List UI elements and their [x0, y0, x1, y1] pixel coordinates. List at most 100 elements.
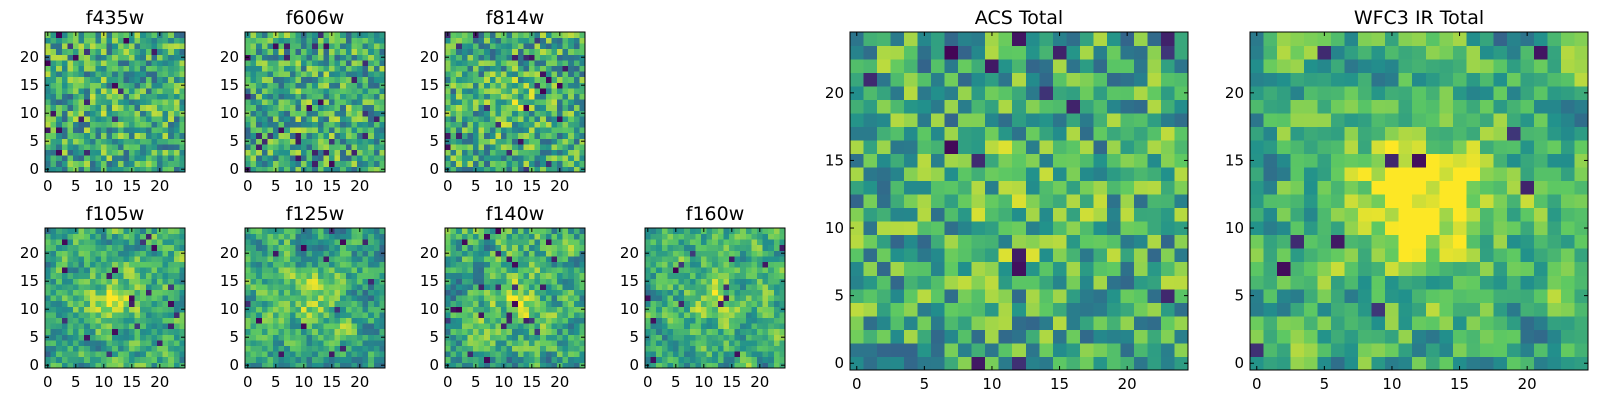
heatmap-cell [317, 351, 324, 358]
heatmap-cell [50, 93, 57, 100]
heatmap-cell [145, 340, 152, 346]
heatmap-cell [168, 239, 175, 246]
heatmap-cell [351, 54, 358, 61]
heatmap-cell [568, 54, 575, 61]
heatmap-cell [1066, 248, 1081, 263]
heatmap-cell [67, 116, 74, 122]
heatmap-cell [368, 323, 375, 330]
heatmap-cell [557, 261, 563, 268]
heatmap-cell [734, 356, 741, 363]
heatmap-cell [461, 295, 468, 302]
heatmap-cell [145, 160, 152, 167]
heatmap-cell [517, 289, 524, 296]
heatmap-cell [495, 317, 502, 324]
heatmap-cell [317, 71, 324, 78]
heatmap-cell [362, 244, 369, 251]
heatmap-cell [890, 153, 905, 168]
heatmap-cell [245, 43, 251, 50]
heatmap-cell [134, 284, 141, 290]
heatmap-cell [301, 289, 307, 296]
heatmap-cell [351, 284, 358, 290]
heatmap-cell [145, 110, 152, 117]
heatmap-cell [112, 82, 119, 89]
heatmap-cell [495, 356, 502, 363]
heatmap-cell [695, 334, 702, 341]
heatmap-cell [734, 228, 741, 234]
heatmap-cell [373, 132, 380, 139]
heatmap-cell [489, 127, 496, 134]
heatmap-cell [340, 116, 347, 122]
heatmap-cell [256, 272, 263, 279]
heatmap-cell [362, 306, 369, 313]
heatmap-cell [450, 60, 457, 66]
heatmap-cell [289, 60, 296, 66]
heatmap-cell [129, 99, 135, 106]
heatmap-cell [340, 121, 347, 128]
heatmap-cell [117, 272, 124, 279]
heatmap-cell [734, 233, 741, 240]
heatmap-cell [106, 104, 113, 111]
y-tick-label: 15 [420, 76, 439, 94]
heatmap-cell [1106, 275, 1121, 290]
heatmap-cell [379, 345, 386, 352]
heatmap-cell [101, 351, 107, 358]
heatmap-cell [323, 43, 330, 50]
heatmap-cell [345, 155, 352, 162]
heatmap-cell [529, 65, 535, 72]
heatmap-cell [545, 160, 552, 167]
heatmap-cell [573, 88, 580, 94]
heatmap-cell [523, 351, 530, 358]
heatmap-cell [478, 60, 485, 66]
heatmap-cell [95, 82, 102, 89]
heatmap-cell [517, 267, 524, 274]
heatmap-cell [650, 272, 657, 279]
heatmap-cell [517, 340, 524, 346]
heatmap-cell [323, 267, 330, 274]
heatmap-cell [73, 312, 79, 318]
heatmap-cell [329, 351, 335, 358]
heatmap-cell [579, 132, 586, 139]
heatmap-cell [306, 239, 313, 246]
heatmap-cell [129, 289, 135, 296]
heatmap-cell [534, 99, 541, 106]
heatmap-cell [162, 110, 169, 117]
heatmap-cell [1066, 275, 1081, 290]
heatmap-cell [117, 155, 124, 162]
heatmap-cell [101, 323, 107, 330]
heatmap-cell [123, 261, 130, 268]
heatmap-cell [295, 278, 302, 285]
heatmap-cell [461, 138, 468, 145]
heatmap-cell [506, 88, 513, 94]
heatmap-cell [1079, 261, 1094, 276]
heatmap-cell [450, 71, 457, 78]
heatmap-cell [661, 239, 668, 246]
heatmap-cell [312, 295, 319, 302]
heatmap-cell [78, 149, 85, 156]
heatmap-cell [329, 127, 335, 134]
heatmap-cell [151, 317, 158, 324]
heatmap-cell [134, 295, 141, 302]
heatmap-cell [261, 132, 268, 139]
heatmap-cell [461, 88, 468, 94]
heatmap-cell [157, 93, 163, 100]
heatmap-cell [467, 82, 474, 89]
heatmap-cell [267, 110, 274, 117]
heatmap-cell [84, 116, 91, 122]
heatmap-cell [877, 167, 891, 182]
heatmap-cell [50, 250, 57, 257]
heatmap-cell [250, 284, 257, 290]
heatmap-cell [495, 116, 502, 122]
heatmap-cell [312, 306, 319, 313]
heatmap-cell [323, 317, 330, 324]
heatmap-cell [123, 99, 130, 106]
heatmap-cell [345, 166, 352, 173]
heatmap-cell [501, 43, 507, 50]
heatmap-cell [573, 295, 580, 302]
heatmap-cell [179, 256, 186, 262]
heatmap-cell [306, 328, 313, 335]
heatmap-cell [301, 340, 307, 346]
heatmap-cell [273, 306, 279, 313]
heatmap-cell [478, 43, 485, 50]
heatmap-cell [512, 312, 519, 318]
heatmap-cell [117, 88, 124, 94]
